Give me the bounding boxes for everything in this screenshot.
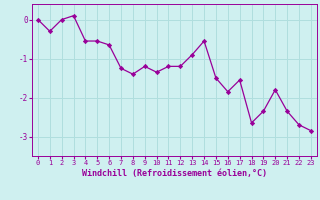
X-axis label: Windchill (Refroidissement éolien,°C): Windchill (Refroidissement éolien,°C) [82,169,267,178]
